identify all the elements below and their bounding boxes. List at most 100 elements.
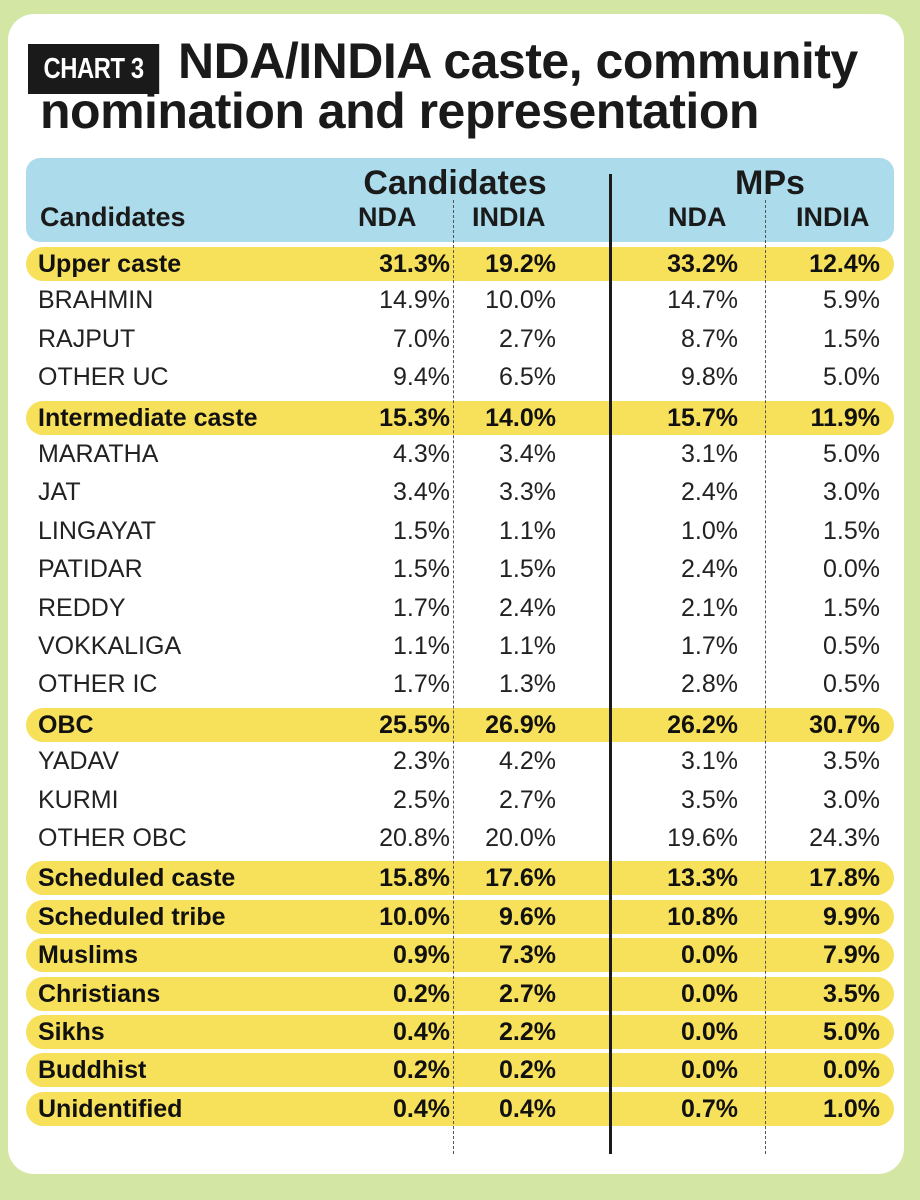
table-row: VOKKALIGA 1.1% 1.1% 1.7% 0.5% (26, 629, 894, 667)
row-label: Upper caste (38, 250, 182, 278)
candidates-group-header: Candidates (363, 164, 547, 202)
cand-india-value: 26.9% (485, 710, 556, 739)
mps-india-value: 30.7% (809, 710, 880, 739)
row-label: Unidentified (38, 1094, 183, 1123)
row-label: BRAHMIN (38, 286, 154, 315)
cand-nda-value: 3.4% (393, 478, 450, 507)
cand-india-value: 1.1% (499, 516, 556, 545)
cand-nda-value: 1.7% (393, 670, 450, 699)
cand-nda-value: 15.8% (379, 864, 450, 893)
mps-india-value: 5.0% (823, 363, 880, 392)
candidates-nda-header: NDA (358, 202, 417, 232)
mps-nda-value: 1.0% (681, 516, 738, 545)
table-row: BRAHMIN 14.9% 10.0% 14.7% 5.9% (26, 283, 894, 321)
row-label: LINGAYAT (38, 516, 157, 545)
candidates-mps-divider (609, 174, 612, 1154)
cand-nda-value: 1.1% (393, 632, 450, 660)
row-label: REDDY (38, 593, 126, 622)
cand-nda-value: 0.4% (393, 1094, 450, 1123)
cand-india-value: 1.5% (499, 555, 556, 584)
cand-india-value: 2.7% (499, 979, 556, 1008)
title-line-1: NDA/INDIA caste, community (178, 33, 858, 89)
candidates-column-divider (453, 200, 454, 1154)
cand-nda-value: 7.0% (393, 324, 450, 353)
mps-nda-value: 26.2% (667, 710, 738, 739)
cand-india-value: 3.4% (499, 440, 556, 468)
row-label: OBC (38, 710, 94, 739)
mps-nda-value: 1.7% (681, 632, 738, 660)
mps-india-value: 1.0% (823, 1094, 880, 1123)
mps-india-value: 1.5% (823, 324, 880, 353)
mps-nda-value: 10.8% (667, 902, 738, 931)
cand-nda-value: 15.3% (379, 403, 450, 432)
mps-nda-value: 33.2% (667, 250, 738, 278)
row-label: YADAV (38, 747, 120, 776)
mps-india-value: 1.5% (823, 516, 880, 545)
mps-india-value: 7.9% (823, 941, 880, 970)
cand-india-value: 20.0% (485, 824, 556, 852)
mps-nda-value: 2.4% (681, 478, 738, 507)
mps-india-value: 3.0% (823, 785, 880, 814)
cand-nda-value: 2.5% (393, 785, 450, 814)
row-label: Scheduled tribe (38, 902, 226, 931)
mps-nda-value: 2.4% (681, 555, 738, 584)
mps-nda-header: NDA (668, 202, 727, 232)
mps-india-value: 0.5% (823, 632, 880, 660)
row-label: PATIDAR (38, 555, 143, 584)
row-label: VOKKALIGA (38, 632, 182, 660)
cand-india-value: 2.7% (499, 785, 556, 814)
cand-nda-value: 1.5% (393, 516, 450, 545)
table-row: Intermediate caste 15.3% 14.0% 15.7% 11.9% (26, 400, 894, 435)
row-label: OTHER OBC (38, 824, 187, 852)
cand-india-value: 9.6% (499, 902, 556, 931)
row-label: Intermediate caste (38, 403, 258, 432)
cand-nda-value: 0.4% (393, 1018, 450, 1046)
table-row: LINGAYAT 1.5% 1.1% 1.0% 1.5% (26, 514, 894, 552)
table-row: OTHER IC 1.7% 1.3% 2.8% 0.5% (26, 667, 894, 705)
chart-number-tag: CHART 3 (28, 44, 160, 94)
table-row: Scheduled caste 15.8% 17.6% 13.3% 17.8% (26, 861, 894, 896)
table-row: Upper caste 31.3% 19.2% 33.2% 12.4% (26, 247, 894, 281)
mps-nda-value: 0.0% (681, 1056, 738, 1085)
cand-india-value: 7.3% (499, 941, 556, 970)
mps-india-value: 1.5% (823, 593, 880, 622)
row-label: Sikhs (38, 1018, 105, 1046)
cand-india-value: 10.0% (485, 286, 556, 315)
cand-nda-value: 2.3% (393, 747, 450, 776)
cand-india-value: 1.1% (499, 632, 556, 660)
row-label: KURMI (38, 785, 119, 814)
title-line-2: nomination and representation (40, 83, 759, 139)
table-row: MARATHA 4.3% 3.4% 3.1% 5.0% (26, 437, 894, 475)
mps-india-value: 3.5% (823, 979, 880, 1008)
mps-nda-value: 3.5% (681, 785, 738, 814)
mps-nda-value: 14.7% (667, 286, 738, 315)
mps-india-value: 5.0% (823, 440, 880, 468)
candidates-india-header: INDIA (472, 202, 546, 232)
mps-column-divider (765, 200, 766, 1154)
cand-nda-value: 1.7% (393, 593, 450, 622)
mps-india-value: 9.9% (823, 902, 880, 931)
row-label: Scheduled caste (38, 864, 236, 893)
chart-title: NDA/INDIA caste, community nomination an… (40, 36, 900, 136)
cand-india-value: 0.4% (499, 1094, 556, 1123)
mps-india-value: 5.0% (823, 1018, 880, 1046)
cand-nda-value: 1.5% (393, 555, 450, 584)
mps-india-header: INDIA (796, 202, 870, 232)
mps-nda-value: 0.0% (681, 979, 738, 1008)
table-row: OBC 25.5% 26.9% 26.2% 30.7% (26, 707, 894, 742)
mps-india-value: 11.9% (810, 403, 880, 432)
table-row: Muslims 0.9% 7.3% 0.0% 7.9% (26, 938, 894, 973)
cand-nda-value: 0.2% (393, 1056, 450, 1085)
row-label: OTHER IC (38, 670, 158, 699)
table-row: OTHER OBC 20.8% 20.0% 19.6% 24.3% (26, 821, 894, 859)
cand-india-value: 6.5% (499, 363, 556, 392)
cand-india-value: 3.3% (499, 478, 556, 507)
mps-nda-value: 2.8% (681, 670, 738, 699)
row-label: JAT (38, 478, 81, 507)
mps-nda-value: 9.8% (681, 363, 738, 392)
mps-nda-value: 3.1% (681, 440, 738, 468)
mps-nda-value: 19.6% (667, 824, 738, 852)
cand-nda-value: 4.3% (393, 440, 450, 468)
cand-india-value: 14.0% (485, 403, 556, 432)
row-label: MARATHA (38, 440, 159, 468)
